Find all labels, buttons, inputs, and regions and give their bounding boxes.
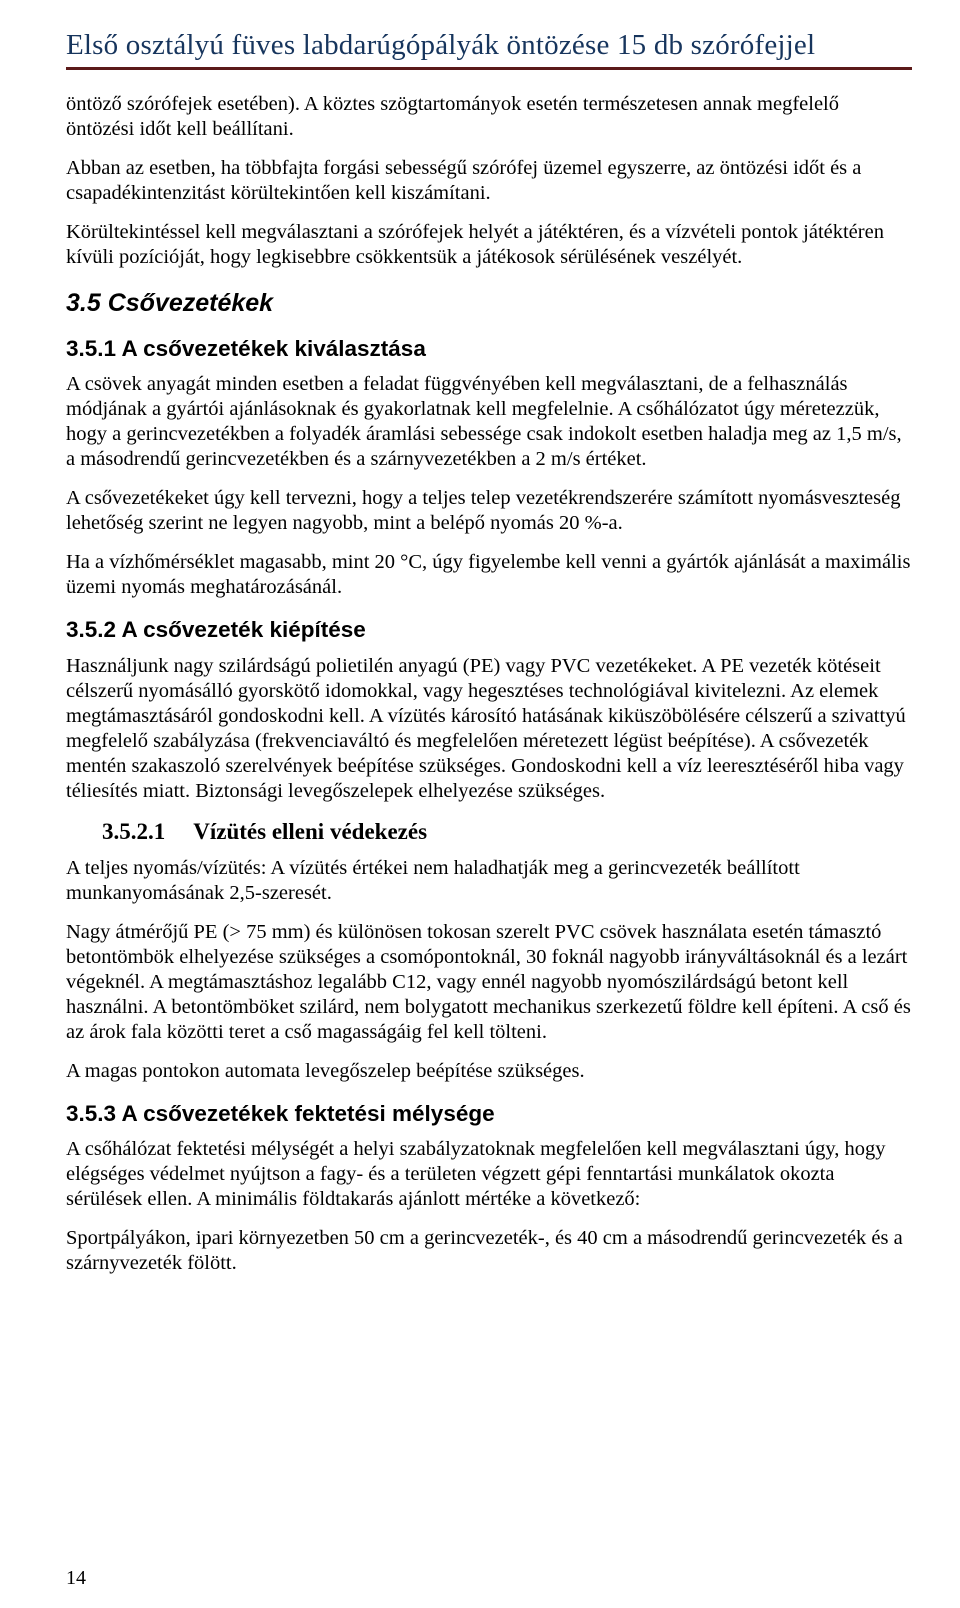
section-heading-3-5-1: 3.5.1 A csővezetékek kiválasztása bbox=[66, 335, 912, 362]
paragraph: öntöző szórófejek esetében). A köztes sz… bbox=[66, 92, 912, 142]
section-heading-3-5-2: 3.5.2 A csővezeték kiépítése bbox=[66, 616, 912, 643]
paragraph: A teljes nyomás/vízütés: A vízütés érték… bbox=[66, 856, 912, 906]
section-heading-3-5: 3.5 Csővezetékek bbox=[66, 288, 912, 319]
page-header-title: Első osztályú füves labdarúgópályák öntö… bbox=[66, 28, 912, 70]
page-number: 14 bbox=[66, 1566, 86, 1590]
paragraph: A csőhálózat fektetési mélységét a helyi… bbox=[66, 1137, 912, 1212]
paragraph: Körültekintéssel kell megválasztani a sz… bbox=[66, 220, 912, 270]
paragraph: A csövek anyagát minden esetben a felada… bbox=[66, 372, 912, 472]
paragraph: Abban az esetben, ha többfajta forgási s… bbox=[66, 156, 912, 206]
paragraph: Használjunk nagy szilárdságú polietilén … bbox=[66, 654, 912, 804]
paragraph: Sportpályákon, ipari környezetben 50 cm … bbox=[66, 1226, 912, 1276]
paragraph: Ha a vízhőmérséklet magasabb, mint 20 °C… bbox=[66, 550, 912, 600]
paragraph: A magas pontokon automata levegőszelep b… bbox=[66, 1059, 912, 1084]
section-heading-3-5-2-1: 3.5.2.1 Vízütés elleni védekezés bbox=[102, 818, 912, 846]
heading-number: 3.5.2.1 bbox=[102, 818, 165, 846]
heading-text: Vízütés elleni védekezés bbox=[193, 819, 427, 844]
section-heading-3-5-3: 3.5.3 A csővezetékek fektetési mélysége bbox=[66, 1100, 912, 1127]
paragraph: Nagy átmérőjű PE (> 75 mm) és különösen … bbox=[66, 920, 912, 1045]
paragraph: A csővezetékeket úgy kell tervezni, hogy… bbox=[66, 486, 912, 536]
